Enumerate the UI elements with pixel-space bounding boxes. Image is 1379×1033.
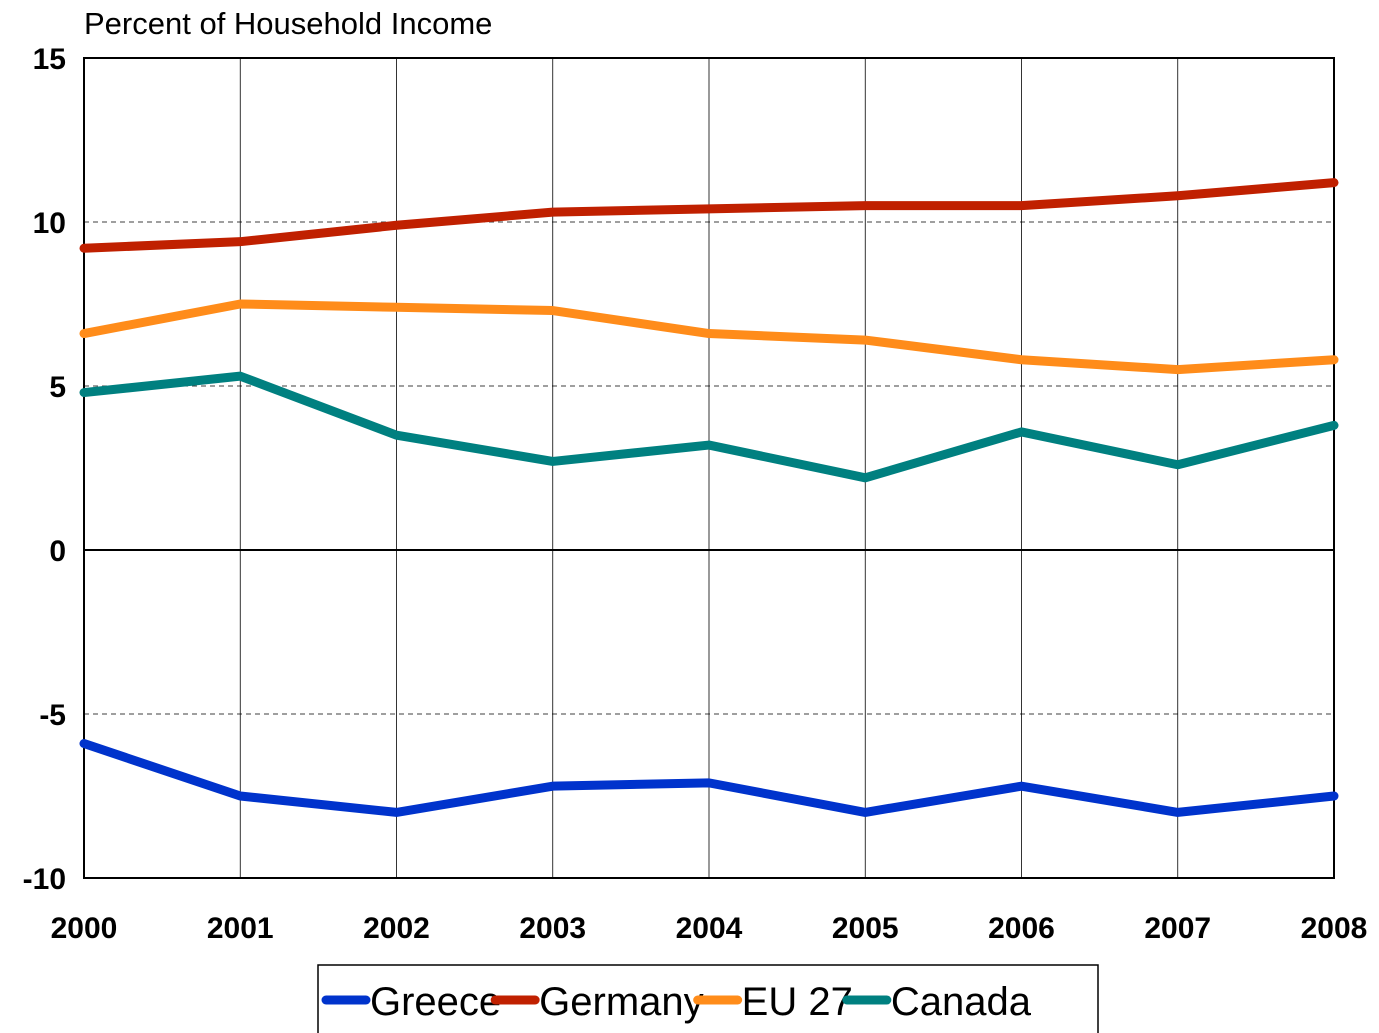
plot-border	[83, 57, 1335, 879]
series-line	[79, 739, 1339, 817]
y-tick-label: 5	[49, 371, 66, 404]
y-tick-label: -5	[39, 699, 66, 732]
series-line	[79, 299, 1339, 375]
x-tick-label: 2004	[676, 912, 743, 945]
y-tick-label: 15	[33, 43, 66, 76]
legend-label: Germany	[539, 980, 704, 1024]
legend-label: Canada	[891, 980, 1032, 1024]
y-tick-label: 0	[49, 535, 66, 568]
x-tick-label: 2000	[51, 912, 118, 945]
y-tick-label: 10	[33, 207, 66, 240]
series-line	[79, 371, 1339, 483]
x-tick-label: 2007	[1144, 912, 1211, 945]
y-tick-label: -10	[23, 863, 66, 896]
x-tick-label: 2006	[988, 912, 1055, 945]
x-tick-label: 2008	[1301, 912, 1368, 945]
legend-label: EU 27	[742, 980, 853, 1024]
legend: Greece Germany EU 27 Canada	[317, 964, 1099, 1033]
x-tick-label: 2001	[207, 912, 274, 945]
x-tick-label: 2005	[832, 912, 899, 945]
x-tick-label: 2002	[363, 912, 430, 945]
legend-label: Greece	[370, 980, 501, 1024]
x-tick-label: 2003	[519, 912, 586, 945]
chart-title: Percent of Household Income	[84, 6, 492, 41]
series-line	[79, 178, 1339, 253]
